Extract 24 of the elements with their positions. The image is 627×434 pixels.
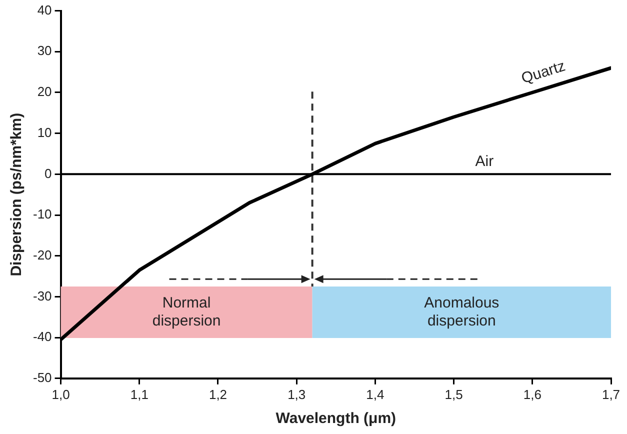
y-axis-title: Dispersion (ps/nm*km): [8, 112, 26, 276]
band-label: Normal dispersion: [152, 294, 221, 330]
ref-line-label: Air: [475, 152, 494, 170]
text: Quartz: [519, 58, 568, 88]
x-tick-label: 1,3: [288, 386, 306, 402]
y-tick-label: 0: [44, 166, 52, 181]
y-tick-label: 20: [37, 84, 52, 100]
y-tick-label: -50: [32, 370, 52, 385]
y-tick-label: -20: [32, 247, 52, 262]
x-tick-label: 1,4: [366, 386, 384, 402]
x-tick-label: 1,5: [444, 386, 463, 402]
x-tick-label: 1,6: [523, 386, 542, 402]
band-label: Anomalous dispersion: [424, 294, 500, 330]
x-axis-title: Wavelength (μm): [276, 410, 396, 428]
y-tick-label: 10: [37, 124, 52, 140]
y-tick-label: 40: [37, 2, 52, 18]
y-tick-label: -40: [32, 329, 52, 344]
y-tick-label: -30: [32, 288, 52, 304]
x-tick-label: 1,0: [52, 386, 70, 402]
x-tick-label: 1,7: [602, 386, 620, 402]
y-tick-label: 30: [37, 43, 52, 58]
x-tick-label: 1,2: [208, 386, 228, 402]
x-tick-label: 1,1: [130, 386, 148, 402]
y-tick-label: -10: [32, 206, 52, 222]
